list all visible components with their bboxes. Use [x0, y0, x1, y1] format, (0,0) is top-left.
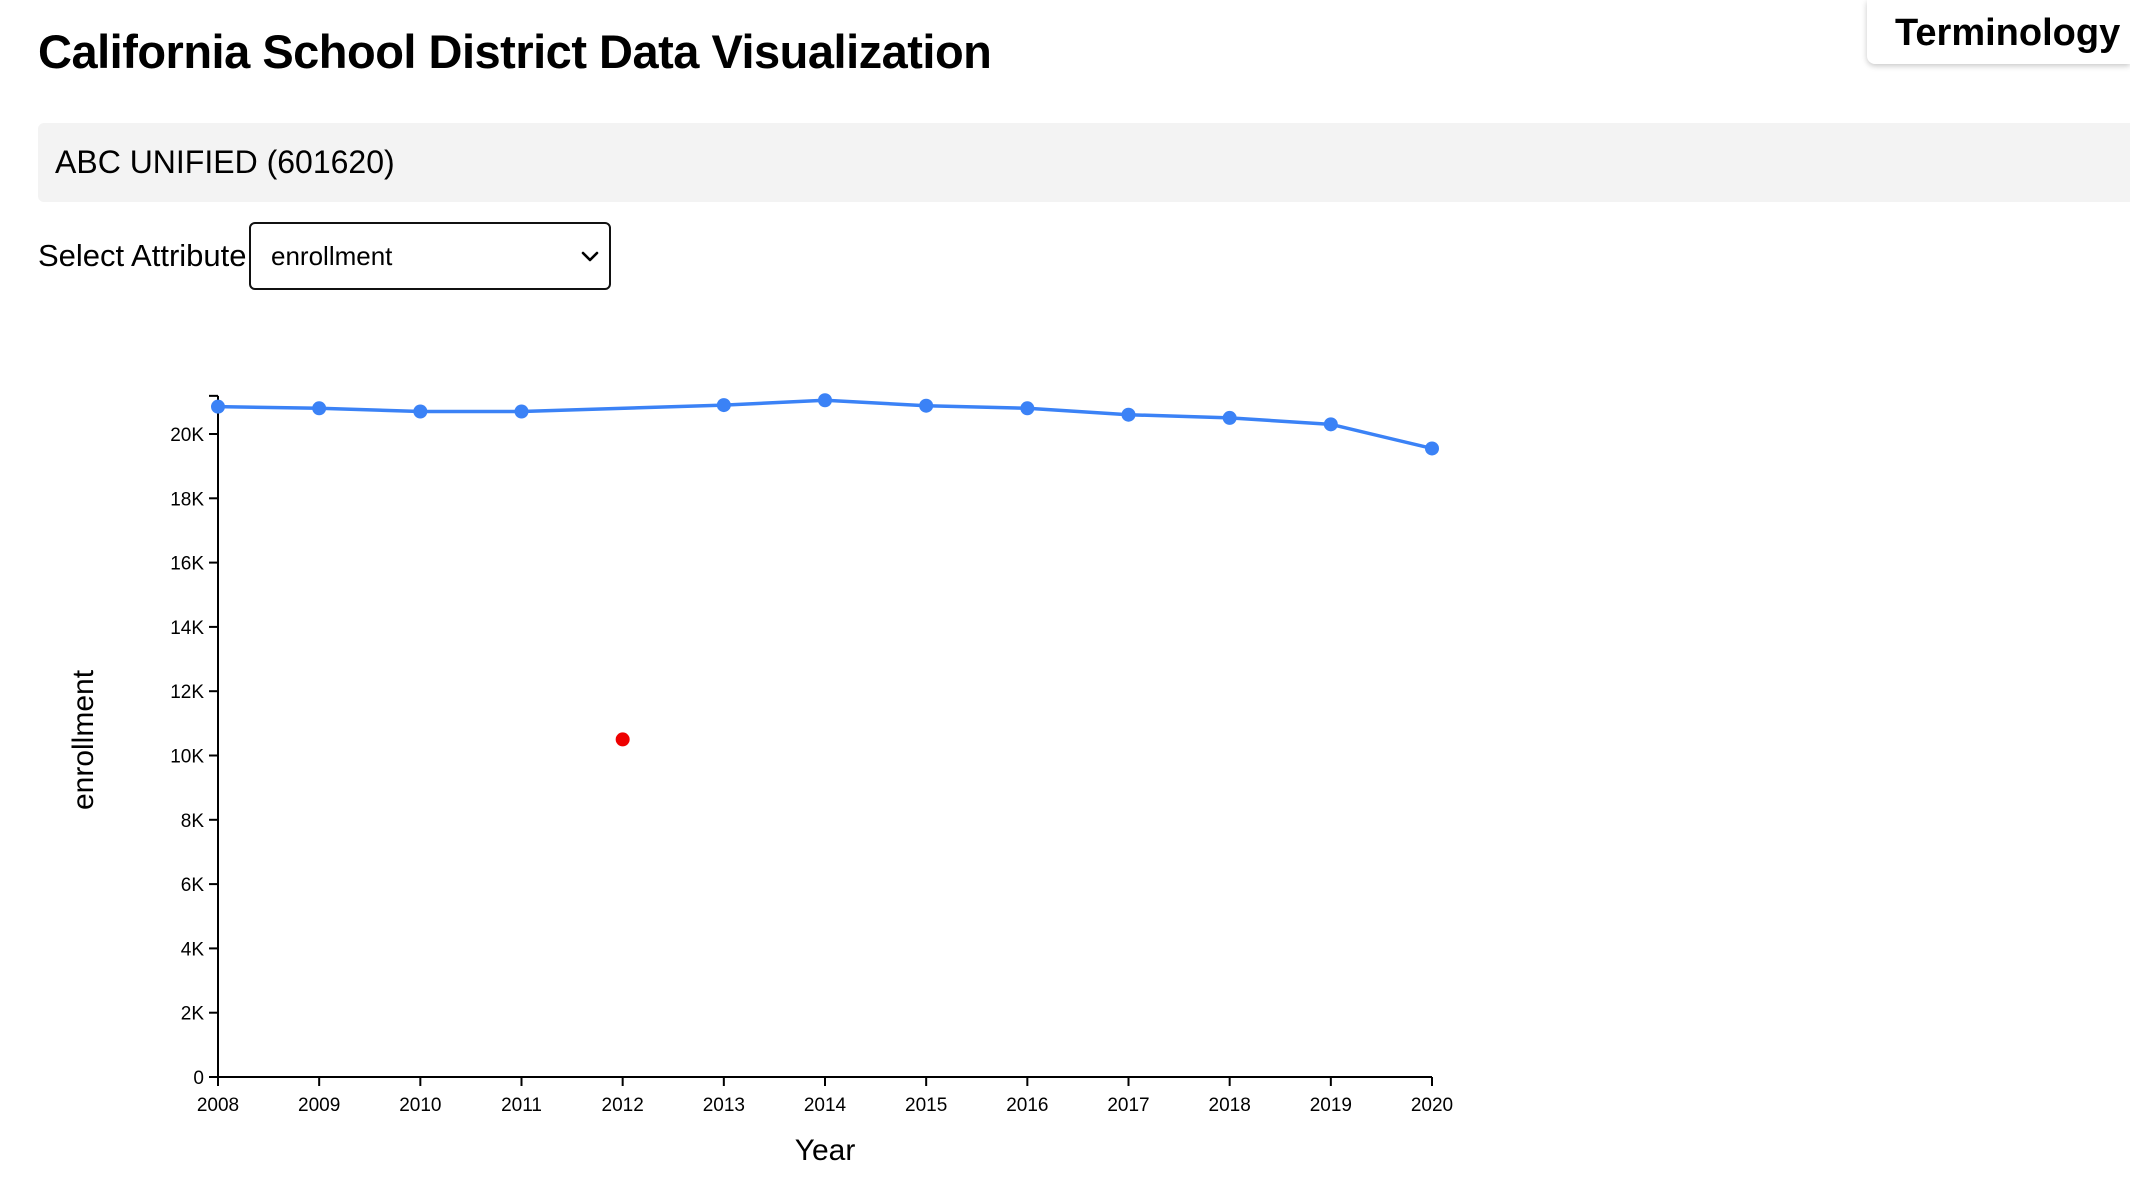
chevron-down-icon	[581, 251, 599, 262]
data-point	[1020, 401, 1035, 416]
x-tick-label: 2016	[1006, 1095, 1048, 1116]
x-tick-label: 2010	[399, 1095, 441, 1116]
data-point	[1323, 417, 1338, 432]
x-tick-label: 2019	[1310, 1095, 1352, 1116]
x-axis-title: Year	[795, 1134, 856, 1167]
series-line	[217, 398, 1433, 451]
data-point	[919, 398, 934, 413]
y-tick-label: 20K	[170, 425, 204, 446]
attribute-select-value: enrollment	[271, 241, 393, 271]
district-header: ABC UNIFIED (601620)	[38, 123, 2130, 202]
x-tick-label: 2013	[703, 1095, 745, 1116]
data-point	[1425, 441, 1439, 456]
data-point	[514, 404, 529, 419]
data-point	[1121, 407, 1136, 422]
highlight-point	[615, 732, 630, 747]
y-tick-label: 18K	[170, 489, 204, 510]
y-tick-label: 10K	[170, 747, 204, 768]
page-title: California School District Data Visualiz…	[38, 25, 992, 78]
data-point	[211, 399, 225, 414]
x-tick-label: 2015	[905, 1095, 947, 1116]
data-point	[1222, 410, 1237, 425]
y-tick-label: 16K	[170, 554, 204, 575]
district-label: ABC UNIFIED (601620)	[55, 144, 395, 180]
data-point	[312, 401, 327, 416]
y-tick-label: 12K	[170, 682, 204, 703]
data-point	[818, 393, 832, 408]
x-tick-label: 2020	[1411, 1095, 1453, 1116]
y-tick-label: 4K	[181, 939, 205, 960]
y-tick-label: 2K	[181, 1004, 205, 1025]
x-tick-label: 2017	[1107, 1095, 1149, 1116]
y-tick-label: 6K	[181, 875, 205, 896]
x-tick-label: 2014	[804, 1095, 847, 1116]
x-tick-label: 2018	[1209, 1095, 1251, 1116]
x-tick-label: 2012	[602, 1095, 644, 1116]
data-point	[413, 404, 428, 419]
x-tick-label: 2011	[501, 1095, 542, 1116]
x-tick-label: 2008	[197, 1095, 239, 1116]
x-tick-label: 2009	[298, 1095, 340, 1116]
terminology-button[interactable]: Terminology	[1867, 0, 2130, 64]
data-point	[716, 398, 731, 413]
y-axis-title: enrollment	[67, 669, 100, 810]
select-attribute-label: Select Attribute:	[38, 238, 256, 273]
y-tick-label: 0	[193, 1068, 204, 1089]
y-tick-label: 14K	[170, 618, 204, 639]
attribute-select[interactable]: enrollment	[249, 222, 611, 290]
y-tick-label: 8K	[181, 811, 205, 832]
